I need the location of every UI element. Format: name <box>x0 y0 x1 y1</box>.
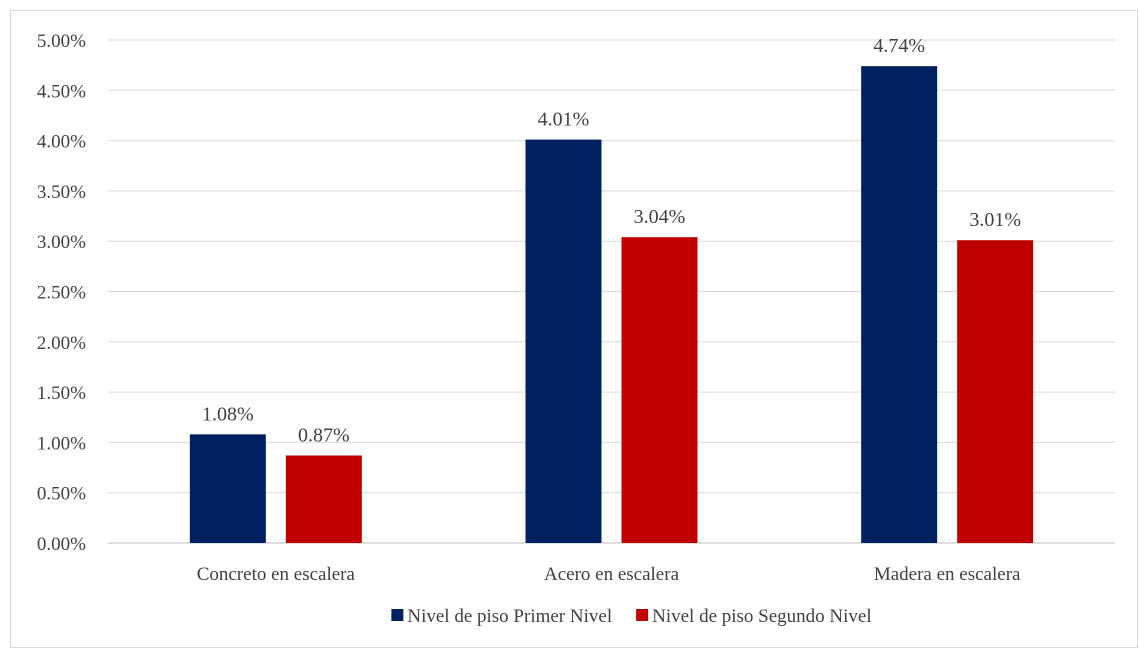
y-axis-ticks: 0.00% 0.50% 1.00% 1.50% 2.00% 2.50% 3.00% 3.50%… <box>37 31 86 555</box>
bars <box>189 66 1034 543</box>
y-tick-label: 2.50% <box>37 283 86 304</box>
bar <box>189 434 266 543</box>
y-tick-label: 5.00% <box>37 31 86 52</box>
legend-label: Nivel de piso Segundo Nivel <box>652 606 872 627</box>
y-tick-label: 1.50% <box>37 383 86 404</box>
data-label: 0.87% <box>298 424 350 446</box>
y-tick-label: 3.50% <box>37 182 86 203</box>
bar <box>621 237 698 543</box>
y-tick-label: 0.00% <box>37 534 86 555</box>
y-tick-label: 4.00% <box>37 132 86 153</box>
y-tick-label: 3.00% <box>37 232 86 253</box>
legend-swatch <box>391 609 404 621</box>
category-label: Madera en escalera <box>874 564 1021 585</box>
x-axis-categories: Concreto en escalera Acero en escalera Mad… <box>197 564 1021 585</box>
data-label: 4.74% <box>873 35 925 57</box>
legend-swatch <box>636 609 649 621</box>
y-tick-label: 4.50% <box>37 81 86 102</box>
data-label: 3.04% <box>634 206 686 228</box>
bar <box>285 455 362 543</box>
bar <box>861 66 938 543</box>
data-labels: 1.08% 0.87% 4.01% 3.04% 4.74% 3.01% <box>202 35 1021 446</box>
data-label: 3.01% <box>969 209 1021 231</box>
category-label: Acero en escalera <box>544 564 680 585</box>
gridlines <box>108 39 1115 544</box>
legend-item: Nivel de piso Primer Nivel <box>391 606 612 627</box>
legend-label: Nivel de piso Primer Nivel <box>407 606 612 627</box>
data-label: 1.08% <box>202 403 254 425</box>
bar <box>525 139 602 543</box>
legend-item: Nivel de piso Segundo Nivel <box>636 606 872 627</box>
data-label: 4.01% <box>538 109 590 131</box>
y-tick-label: 0.50% <box>37 484 86 505</box>
legend: Nivel de piso Primer Nivel Nivel de piso … <box>391 606 872 627</box>
y-tick-label: 2.00% <box>37 333 86 354</box>
bar <box>957 240 1034 543</box>
category-label: Concreto en escalera <box>197 564 356 585</box>
y-tick-label: 1.00% <box>37 433 86 454</box>
